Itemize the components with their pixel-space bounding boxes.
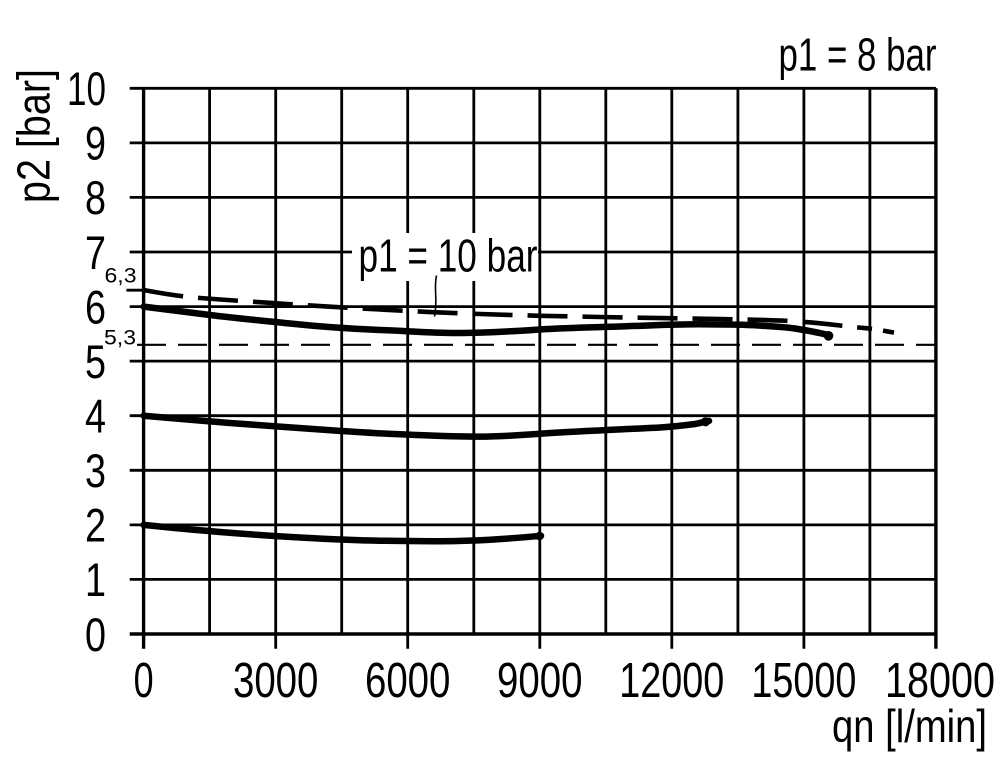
svg-text:3: 3 bbox=[85, 444, 106, 497]
svg-text:p1 = 8 bar: p1 = 8 bar bbox=[779, 29, 937, 81]
svg-text:8: 8 bbox=[85, 171, 106, 224]
svg-text:0: 0 bbox=[85, 608, 106, 661]
svg-text:p2 [bar]: p2 [bar] bbox=[8, 69, 60, 203]
svg-text:5,3: 5,3 bbox=[104, 326, 136, 349]
svg-text:15000: 15000 bbox=[751, 654, 856, 708]
svg-text:7: 7 bbox=[85, 226, 106, 279]
svg-text:qn [l/min]: qn [l/min] bbox=[832, 700, 987, 752]
svg-text:10: 10 bbox=[67, 62, 106, 115]
svg-text:1: 1 bbox=[85, 553, 106, 606]
svg-text:6: 6 bbox=[85, 280, 106, 333]
svg-text:2: 2 bbox=[85, 499, 106, 552]
svg-text:0: 0 bbox=[134, 654, 154, 708]
svg-text:9: 9 bbox=[85, 117, 106, 170]
svg-text:4: 4 bbox=[85, 390, 106, 443]
svg-text:5: 5 bbox=[85, 335, 106, 388]
svg-text:12000: 12000 bbox=[619, 654, 724, 708]
svg-text:9000: 9000 bbox=[497, 654, 583, 708]
svg-text:p1 = 10 bar: p1 = 10 bar bbox=[359, 230, 538, 282]
svg-text:3000: 3000 bbox=[233, 654, 319, 708]
svg-text:6,3: 6,3 bbox=[105, 265, 137, 288]
svg-text:6000: 6000 bbox=[365, 654, 451, 708]
svg-text:18000: 18000 bbox=[885, 654, 995, 708]
